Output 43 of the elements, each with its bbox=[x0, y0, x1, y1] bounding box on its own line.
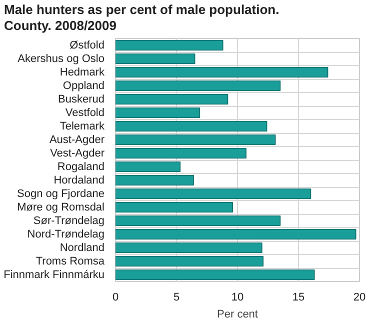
x-tick-label: 0 bbox=[112, 292, 119, 304]
y-tick-label: Akershus og Oslo bbox=[18, 52, 105, 65]
x-tick-label: 10 bbox=[231, 292, 244, 304]
y-tick-label: Troms Romsa bbox=[36, 255, 106, 268]
bar bbox=[116, 256, 264, 267]
bar bbox=[116, 54, 196, 64]
y-tick-label: Sør-Trøndelag bbox=[33, 214, 104, 227]
bar bbox=[116, 134, 276, 146]
bar bbox=[116, 175, 194, 186]
y-tick-label: Finnmark Finnmárku bbox=[4, 268, 104, 281]
y-tick-label: Buskerud bbox=[58, 93, 105, 106]
y-tick-label: Telemark bbox=[60, 120, 105, 132]
x-tick-label: 5 bbox=[173, 292, 180, 304]
y-tick-label: Nord-Trøndelag bbox=[27, 228, 105, 240]
y-tick-label: Oppland bbox=[62, 80, 105, 92]
bar bbox=[116, 188, 312, 200]
bar bbox=[116, 94, 228, 105]
bar bbox=[116, 270, 315, 280]
bar bbox=[116, 162, 181, 172]
bar bbox=[116, 216, 281, 226]
bar bbox=[116, 148, 246, 159]
bar bbox=[116, 67, 328, 78]
y-tick-label: Hordaland bbox=[54, 174, 105, 186]
y-tick-label: Møre og Romsdal bbox=[17, 201, 105, 214]
bar bbox=[116, 229, 356, 240]
y-tick-label: Vest-Agder bbox=[50, 147, 105, 160]
x-tick-label: 15 bbox=[292, 292, 305, 304]
bar bbox=[116, 242, 262, 254]
y-tick-label: Vestfold bbox=[65, 106, 104, 119]
x-axis-title: Per cent bbox=[217, 308, 258, 321]
bar bbox=[116, 40, 224, 51]
y-tick-label: Nordland bbox=[60, 242, 104, 254]
chart-title: Male hunters as per cent of male population. County. 2008/2009 bbox=[4, 2, 280, 34]
y-tick-label: Aust-Agder bbox=[49, 134, 105, 146]
bar bbox=[116, 121, 268, 132]
y-tick-label: Østfold bbox=[70, 39, 105, 52]
y-tick-label: Sogn og Fjordane bbox=[17, 188, 104, 200]
x-tick-label: 20 bbox=[353, 292, 366, 304]
bar bbox=[116, 80, 281, 92]
bar bbox=[116, 108, 200, 118]
y-tick-label: Hedmark bbox=[60, 66, 105, 78]
y-tick-label: Rogaland bbox=[57, 160, 104, 173]
bar bbox=[116, 202, 234, 213]
